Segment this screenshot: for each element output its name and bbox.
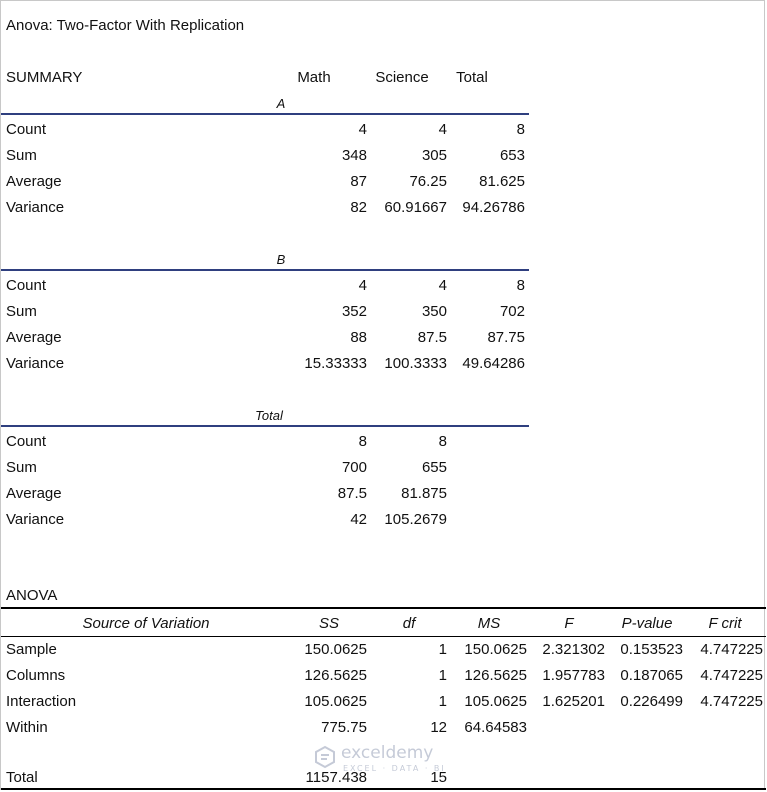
- cell-value[interactable]: 87.5: [337, 485, 367, 502]
- anova-cell[interactable]: 0.187065: [620, 667, 683, 684]
- anova-cell[interactable]: 150.0625: [304, 641, 367, 658]
- anova-cell[interactable]: 775.75: [321, 719, 367, 736]
- row-label[interactable]: Variance: [6, 355, 65, 372]
- anova-cell[interactable]: 126.5625: [304, 667, 367, 684]
- cell-value[interactable]: 350: [421, 303, 447, 320]
- anova-total-ss[interactable]: 1157.438: [305, 769, 367, 786]
- anova-header-source[interactable]: Source of Variation: [82, 615, 210, 632]
- anova-header-f[interactable]: F: [564, 615, 574, 632]
- anova-header-df[interactable]: df: [402, 615, 416, 632]
- anova-bottom-border: [1, 788, 766, 790]
- cell-value[interactable]: 8: [516, 121, 525, 138]
- anova-cell[interactable]: 0.153523: [620, 641, 683, 658]
- watermark-tagline: EXCEL · DATA · BI: [343, 764, 446, 773]
- group-b-label[interactable]: B: [276, 252, 286, 267]
- row-label[interactable]: Count: [6, 121, 47, 138]
- cell-value[interactable]: 87.75: [487, 329, 525, 346]
- anova-cell[interactable]: 2.321302: [542, 641, 605, 658]
- exceldemy-logo-icon: [315, 745, 335, 769]
- anova-header-f-crit[interactable]: F crit: [708, 615, 742, 632]
- anova-row-source[interactable]: Within: [6, 719, 48, 736]
- watermark: exceldemy EXCEL · DATA · BI: [313, 741, 483, 781]
- anova-cell[interactable]: 64.64583: [464, 719, 527, 736]
- cell-value[interactable]: 655: [421, 459, 447, 476]
- anova-top-border: [1, 607, 766, 609]
- anova-header-p-value[interactable]: P-value: [621, 615, 673, 632]
- row-label[interactable]: Sum: [6, 303, 37, 320]
- anova-total-df[interactable]: 15: [430, 769, 447, 786]
- group-total-label[interactable]: Total: [255, 408, 283, 423]
- anova-cell[interactable]: 4.747225: [700, 693, 763, 710]
- anova-cell[interactable]: 0.226499: [620, 693, 683, 710]
- anova-row-source[interactable]: Sample: [6, 641, 57, 658]
- row-label[interactable]: Average: [6, 329, 62, 346]
- cell-value[interactable]: 82: [350, 199, 367, 216]
- cell-value[interactable]: 76.25: [409, 173, 447, 190]
- row-label[interactable]: Average: [6, 485, 62, 502]
- cell-value[interactable]: 653: [499, 147, 525, 164]
- anova-header-ss[interactable]: SS: [318, 615, 339, 632]
- row-label[interactable]: Average: [6, 173, 62, 190]
- cell-value[interactable]: 305: [421, 147, 447, 164]
- cell-value[interactable]: 4: [358, 121, 367, 138]
- cell-value[interactable]: 49.64286: [462, 355, 525, 372]
- row-label[interactable]: Sum: [6, 147, 37, 164]
- group-a-label[interactable]: A: [276, 96, 286, 111]
- cell-value[interactable]: 348: [341, 147, 367, 164]
- cell-value[interactable]: 352: [341, 303, 367, 320]
- anova-cell[interactable]: 1: [438, 693, 447, 710]
- cell-value[interactable]: 60.91667: [384, 199, 447, 216]
- cell-value[interactable]: 4: [438, 277, 447, 294]
- row-label[interactable]: Sum: [6, 459, 37, 476]
- row-label[interactable]: Variance: [6, 511, 65, 528]
- row-label[interactable]: Count: [6, 433, 47, 450]
- cell-value[interactable]: 42: [350, 511, 367, 528]
- cell-value[interactable]: 105.2679: [384, 511, 447, 528]
- anova-cell[interactable]: 105.0625: [304, 693, 367, 710]
- cell-value[interactable]: 8: [438, 433, 447, 450]
- anova-cell[interactable]: 1.957783: [542, 667, 605, 684]
- cell-value[interactable]: 4: [438, 121, 447, 138]
- col-header-total[interactable]: Total: [456, 69, 488, 86]
- cell-value[interactable]: 100.3333: [384, 355, 447, 372]
- anova-header-border: [1, 636, 766, 637]
- cell-value[interactable]: 88: [350, 329, 367, 346]
- col-header-science[interactable]: Science: [375, 69, 429, 86]
- cell-value[interactable]: 15.33333: [304, 355, 367, 372]
- col-header-math[interactable]: Math: [297, 69, 331, 86]
- anova-cell[interactable]: 12: [430, 719, 447, 736]
- summary-label[interactable]: SUMMARY: [6, 69, 83, 86]
- cell-value[interactable]: 81.625: [479, 173, 525, 190]
- anova-cell[interactable]: 4.747225: [700, 667, 763, 684]
- cell-value[interactable]: 700: [341, 459, 367, 476]
- anova-cell[interactable]: 105.0625: [464, 693, 527, 710]
- anova-total-label[interactable]: Total: [6, 769, 38, 786]
- group-b-divider: [1, 269, 529, 271]
- cell-value[interactable]: 702: [499, 303, 525, 320]
- anova-cell[interactable]: 1: [438, 667, 447, 684]
- cell-value[interactable]: 87: [350, 173, 367, 190]
- anova-cell[interactable]: 1.625201: [542, 693, 605, 710]
- anova-cell[interactable]: 126.5625: [464, 667, 527, 684]
- cell-value[interactable]: 87.5: [417, 329, 447, 346]
- cell-value[interactable]: 4: [358, 277, 367, 294]
- anova-row-source[interactable]: Columns: [6, 667, 66, 684]
- row-label[interactable]: Count: [6, 277, 47, 294]
- cell-value[interactable]: 81.875: [401, 485, 447, 502]
- cell-value[interactable]: 8: [516, 277, 525, 294]
- group-total-divider: [1, 425, 529, 427]
- cell-value[interactable]: 94.26786: [462, 199, 525, 216]
- group-a-divider: [1, 113, 529, 115]
- anova-row-source[interactable]: Interaction: [6, 693, 77, 710]
- anova-cell[interactable]: 150.0625: [464, 641, 527, 658]
- anova-header-ms[interactable]: MS: [477, 615, 501, 632]
- anova-cell[interactable]: 1: [438, 641, 447, 658]
- cell-value[interactable]: 8: [358, 433, 367, 450]
- anova-cell[interactable]: 4.747225: [700, 641, 763, 658]
- anova-label[interactable]: ANOVA: [6, 587, 58, 604]
- watermark-name: exceldemy: [341, 743, 434, 763]
- anova-title[interactable]: Anova: Two-Factor With Replication: [6, 17, 245, 34]
- row-label[interactable]: Variance: [6, 199, 65, 216]
